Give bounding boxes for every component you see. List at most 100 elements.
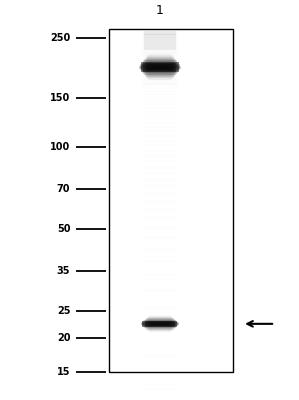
- Bar: [145, 58, 175, 76]
- Bar: [144, 100, 176, 102]
- Bar: [144, 388, 176, 390]
- Bar: [144, 59, 176, 75]
- Bar: [144, 178, 176, 181]
- Bar: [140, 65, 180, 70]
- Bar: [145, 58, 175, 76]
- Bar: [144, 110, 176, 113]
- Bar: [144, 160, 176, 162]
- Bar: [144, 185, 176, 188]
- Bar: [144, 154, 176, 157]
- Bar: [143, 60, 177, 74]
- Bar: [109, 29, 233, 372]
- Bar: [144, 55, 176, 57]
- Bar: [144, 96, 176, 99]
- Bar: [144, 53, 176, 55]
- Bar: [144, 274, 176, 276]
- Bar: [142, 34, 178, 38]
- Bar: [147, 318, 173, 330]
- Bar: [143, 321, 177, 327]
- Bar: [149, 316, 171, 332]
- Bar: [139, 66, 181, 69]
- Bar: [144, 200, 176, 202]
- Bar: [144, 114, 176, 116]
- Bar: [144, 103, 176, 106]
- Text: 70: 70: [57, 184, 70, 194]
- Bar: [147, 318, 173, 330]
- Bar: [144, 67, 176, 70]
- Bar: [142, 321, 178, 327]
- Bar: [144, 42, 176, 46]
- Bar: [144, 87, 176, 89]
- Bar: [144, 106, 176, 109]
- Bar: [147, 56, 173, 78]
- Bar: [142, 73, 178, 76]
- Bar: [147, 317, 173, 330]
- Bar: [144, 63, 176, 72]
- Bar: [144, 38, 176, 42]
- Bar: [144, 72, 176, 75]
- Bar: [144, 140, 176, 142]
- Text: 150: 150: [50, 93, 70, 103]
- Bar: [142, 44, 178, 47]
- Bar: [144, 60, 176, 75]
- Bar: [144, 130, 176, 133]
- Bar: [148, 317, 172, 331]
- Bar: [146, 318, 174, 329]
- Text: 100: 100: [50, 142, 70, 152]
- Bar: [148, 64, 172, 70]
- Bar: [142, 40, 178, 44]
- Bar: [142, 61, 178, 64]
- Text: 50: 50: [57, 224, 70, 234]
- Bar: [151, 322, 169, 326]
- Bar: [142, 62, 178, 73]
- Bar: [141, 63, 179, 71]
- Bar: [145, 321, 175, 327]
- Bar: [141, 323, 179, 325]
- Bar: [141, 322, 179, 325]
- Bar: [155, 323, 164, 325]
- Bar: [109, 29, 233, 372]
- Bar: [144, 38, 176, 40]
- Bar: [144, 34, 176, 38]
- Bar: [148, 55, 172, 80]
- Bar: [144, 236, 176, 239]
- Bar: [142, 58, 178, 61]
- Bar: [144, 57, 176, 60]
- Bar: [144, 34, 176, 36]
- Bar: [144, 329, 176, 331]
- Bar: [141, 64, 179, 71]
- Bar: [141, 62, 179, 72]
- Bar: [144, 192, 176, 195]
- Bar: [142, 38, 178, 41]
- Bar: [144, 135, 176, 137]
- Bar: [151, 65, 170, 70]
- Bar: [158, 66, 162, 68]
- Text: 1: 1: [156, 4, 164, 17]
- Bar: [144, 78, 176, 80]
- Bar: [147, 56, 173, 78]
- Bar: [144, 75, 176, 78]
- Bar: [142, 78, 178, 81]
- Bar: [148, 316, 172, 331]
- Bar: [149, 54, 172, 80]
- Bar: [145, 319, 175, 329]
- Bar: [144, 320, 176, 327]
- Bar: [155, 66, 165, 68]
- Bar: [146, 57, 174, 77]
- Bar: [144, 36, 176, 38]
- Bar: [142, 321, 178, 326]
- Bar: [153, 65, 167, 69]
- Bar: [144, 40, 176, 42]
- Text: 15: 15: [57, 367, 70, 377]
- Bar: [143, 61, 177, 73]
- Bar: [142, 65, 178, 68]
- Bar: [144, 290, 176, 292]
- Bar: [144, 217, 176, 219]
- Bar: [153, 323, 167, 325]
- Bar: [144, 46, 176, 48]
- Bar: [141, 322, 179, 326]
- Bar: [144, 60, 176, 62]
- Text: 20: 20: [57, 333, 70, 343]
- Bar: [144, 62, 176, 64]
- Bar: [144, 32, 176, 34]
